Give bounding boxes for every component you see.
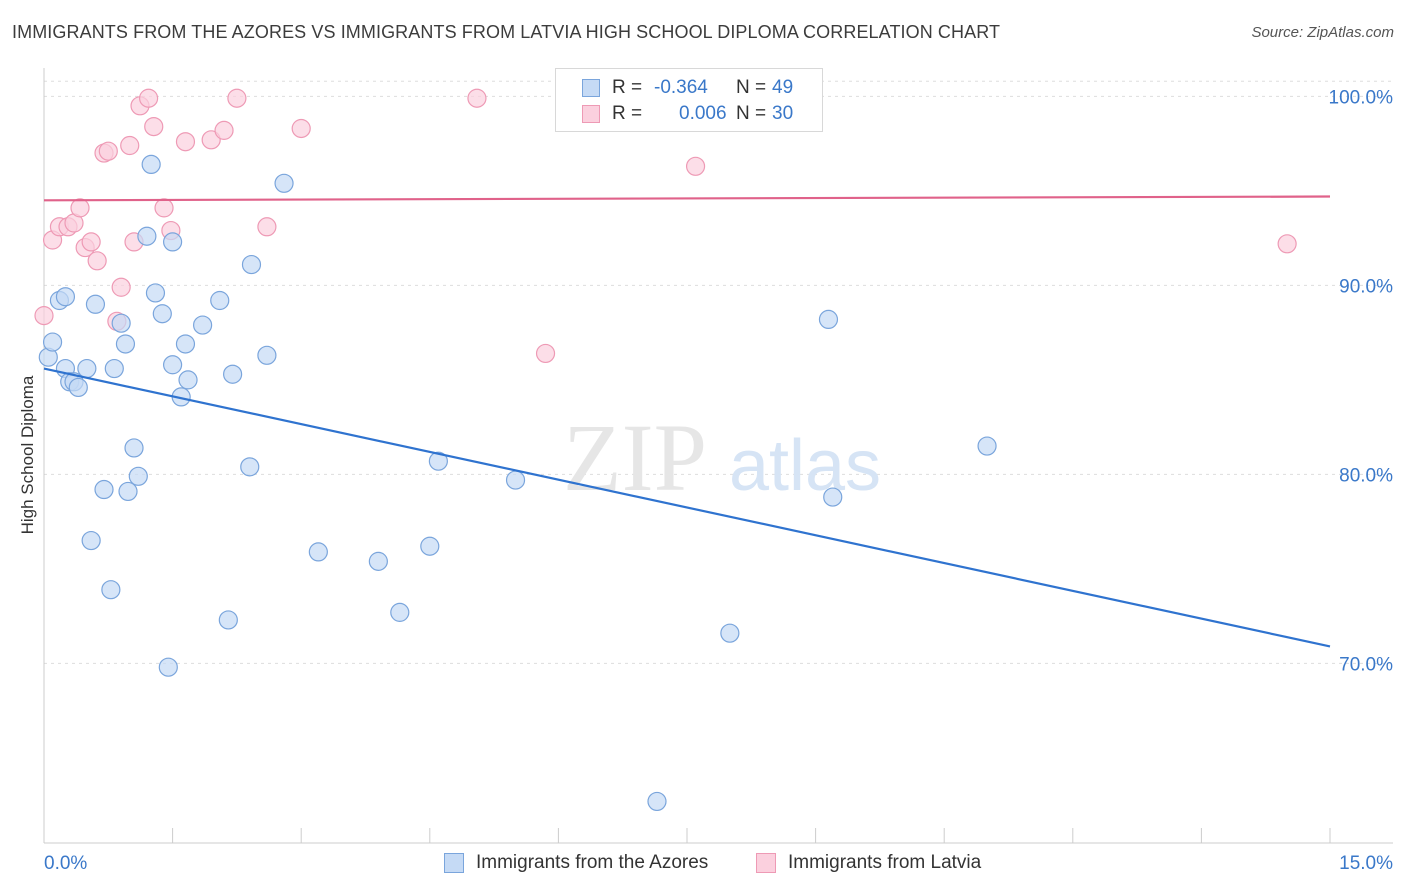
y-tick-label: 90.0%: [1339, 276, 1393, 297]
azores-point: [152, 304, 172, 324]
azores-point: [101, 580, 121, 600]
azores-point: [55, 287, 76, 307]
legend-r-label: R =: [612, 103, 643, 124]
azores-point: [193, 315, 213, 335]
source-label: Source: ZipAtlas.com: [1251, 24, 1394, 41]
latvia-point: [154, 198, 174, 218]
azores-point: [94, 479, 114, 500]
latvia-point: [120, 135, 140, 156]
y-tick-label: 70.0%: [1339, 654, 1393, 675]
latvia-point: [138, 88, 159, 108]
latvia-point: [111, 277, 131, 297]
watermark: ZIP atlas: [563, 404, 881, 511]
azores-point: [218, 610, 238, 630]
azores-point: [274, 173, 294, 193]
x-tick-label-min: 0.0%: [44, 853, 87, 874]
watermark-atlas: atlas: [729, 426, 881, 506]
azores-point: [115, 334, 136, 354]
correlation-legend: R = -0.364 N = 49 R = 0.006 N = 30: [555, 68, 823, 132]
legend-n-latvia: 30: [772, 103, 794, 124]
azores-point: [178, 370, 198, 390]
bottom-legend-label-latvia: Immigrants from Latvia: [788, 852, 982, 873]
azores-point: [210, 290, 230, 311]
y-tick-label: 100.0%: [1329, 87, 1394, 108]
azores-point: [111, 313, 131, 333]
latvia-point: [175, 132, 196, 152]
y-tick-label: 80.0%: [1339, 465, 1393, 486]
latvia-trendline: [43, 195, 1331, 202]
latvia-point: [685, 156, 706, 176]
latvia-point: [34, 306, 54, 326]
azores-point: [428, 451, 448, 471]
series-azores: [38, 154, 997, 812]
azores-point: [977, 436, 997, 456]
latvia-point: [214, 120, 234, 140]
legend-n-azores: 49: [772, 77, 794, 98]
bottom-legend-swatch-latvia: [756, 853, 776, 873]
legend-n-label: N =: [736, 77, 767, 98]
x-tick-label-max: 15.0%: [1339, 853, 1393, 874]
azores-point: [505, 470, 526, 490]
azores-trendline: [43, 367, 1331, 648]
chart-title: IMMIGRANTS FROM THE AZORES VS IMMIGRANTS…: [12, 22, 1001, 42]
azores-point: [77, 358, 97, 379]
azores-point: [104, 358, 124, 379]
latvia-point: [1277, 234, 1297, 254]
bottom-legend-label-azores: Immigrants from the Azores: [476, 852, 709, 873]
latvia-point: [291, 118, 311, 139]
latvia-point: [87, 251, 107, 271]
azores-point: [420, 536, 440, 556]
trendlines: [43, 195, 1331, 648]
azores-point: [81, 530, 101, 551]
latvia-point: [535, 343, 556, 364]
azores-point: [118, 481, 138, 502]
azores-point: [257, 345, 277, 365]
legend-r-azores: -0.364: [654, 77, 708, 98]
azores-point: [128, 466, 148, 486]
azores-point: [818, 309, 839, 330]
legend-r-label: R =: [612, 77, 643, 98]
latvia-point: [227, 88, 247, 108]
bottom-legend-swatch-azores: [444, 853, 464, 873]
latvia-point: [70, 198, 90, 218]
azores-point: [163, 355, 183, 375]
azores-point: [720, 623, 740, 643]
azores-point: [240, 457, 260, 477]
azores-point: [223, 364, 243, 384]
watermark-zip: ZIP: [563, 404, 707, 511]
latvia-point: [201, 130, 221, 150]
azores-point: [85, 294, 106, 314]
azores-point: [823, 487, 843, 507]
latvia-point: [257, 217, 277, 237]
azores-point: [137, 226, 157, 246]
azores-point: [124, 438, 144, 458]
azores-point: [175, 334, 196, 354]
azores-point: [145, 283, 166, 303]
legend-swatch-azores: [582, 79, 600, 97]
azores-point: [68, 377, 88, 398]
azores-point: [158, 657, 178, 677]
y-axis-label: High School Diploma: [18, 375, 37, 535]
x-tick-labels: 0.0% 15.0%: [44, 853, 1393, 874]
latvia-point: [81, 232, 101, 252]
axes: [43, 68, 1393, 844]
legend-n-label: N =: [736, 103, 767, 124]
azores-point: [647, 791, 667, 812]
legend-r-latvia: 0.006: [679, 103, 727, 124]
azores-point: [141, 154, 161, 175]
y-tick-labels: 70.0% 80.0% 90.0% 100.0%: [1329, 87, 1394, 675]
azores-point: [308, 542, 328, 562]
latvia-point: [98, 141, 118, 161]
latvia-point: [467, 88, 487, 108]
azores-point: [163, 232, 183, 252]
azores-point: [368, 551, 388, 571]
legend-swatch-latvia: [582, 105, 600, 123]
azores-point: [390, 602, 410, 622]
grid-lines: [44, 80, 1393, 664]
latvia-point: [144, 116, 164, 137]
azores-point: [42, 332, 63, 352]
azores-point: [241, 254, 262, 275]
